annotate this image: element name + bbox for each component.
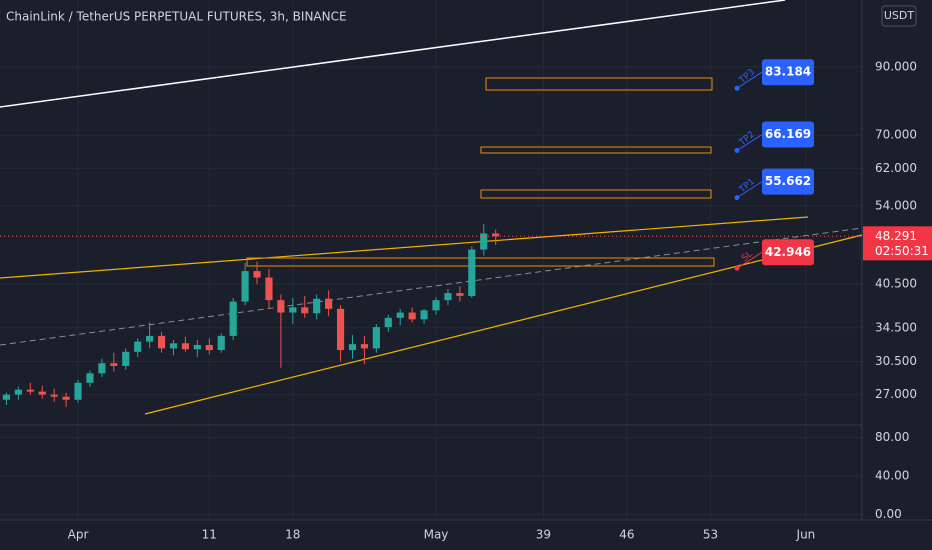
- candle-body: [110, 363, 118, 366]
- candle-body: [420, 310, 428, 320]
- candle-body: [157, 335, 166, 349]
- candle-body: [384, 317, 392, 328]
- candle-body: [253, 271, 261, 278]
- candle-body: [313, 298, 321, 314]
- candle-body: [444, 293, 452, 301]
- candle-body: [146, 335, 154, 342]
- candle-body: [134, 341, 142, 352]
- candle-body: [38, 391, 46, 395]
- y-tick-label: 40.500: [875, 277, 917, 291]
- candle-body: [26, 389, 34, 392]
- candle-body: [265, 277, 273, 301]
- candle-body: [277, 300, 285, 313]
- candle-body: [432, 300, 440, 311]
- target-connector: [736, 181, 763, 199]
- x-tick-label: 11: [202, 528, 217, 542]
- candle-body: [492, 233, 500, 237]
- candle-body: [348, 344, 357, 351]
- candle-body: [360, 344, 368, 349]
- candle-body: [229, 301, 237, 336]
- candle-body: [468, 249, 476, 296]
- target-box: [762, 239, 814, 266]
- y-tick-label: 80.00: [875, 430, 909, 444]
- candle-body: [408, 312, 416, 320]
- y-tick-label: 30.500: [875, 354, 917, 368]
- target-zone: [485, 77, 713, 91]
- current-price-label: 48.291: [875, 229, 917, 243]
- candle-body: [98, 363, 106, 374]
- y-tick-label: 27.000: [875, 387, 917, 401]
- candle-body: [372, 327, 380, 349]
- target-value: 66.169: [765, 127, 811, 141]
- currency: USDT: [884, 9, 915, 22]
- upper-channel-line: [0, 216, 809, 279]
- candle-body: [241, 271, 249, 302]
- candle-body: [50, 394, 58, 397]
- candle-body: [205, 344, 213, 351]
- target-value: 42.946: [765, 245, 811, 259]
- x-tick-label: Apr: [68, 528, 89, 542]
- candle-body: [396, 312, 404, 318]
- candle-body: [336, 308, 345, 351]
- candle-body: [2, 394, 11, 400]
- x-tick-label: 53: [703, 528, 718, 542]
- candles: [2, 224, 500, 408]
- x-tick-label: 18: [285, 528, 300, 542]
- target-zone: [480, 146, 712, 154]
- target-box: [762, 168, 814, 195]
- target-connector: [736, 71, 763, 89]
- y-tick-label: 34.500: [875, 320, 917, 334]
- candle-body: [14, 389, 22, 395]
- candle-body: [169, 343, 178, 349]
- countdown: 02:50:31: [875, 244, 929, 258]
- x-tick-label: May: [424, 528, 449, 542]
- candle-body: [480, 233, 488, 250]
- candle-body: [193, 344, 201, 350]
- x-tick-label: 46: [619, 528, 634, 542]
- currency-box: [881, 5, 917, 27]
- candle-body: [456, 293, 464, 296]
- candle-body: [217, 335, 225, 351]
- candle-body: [74, 382, 82, 400]
- target-connector: [736, 251, 763, 269]
- trend-line: [0, 0, 786, 108]
- y-tick-label: 54.000: [875, 198, 917, 212]
- candle-body: [301, 307, 309, 314]
- y-tick-label: 0.00: [875, 507, 902, 521]
- candle-body: [122, 351, 130, 366]
- dashed-trend-line: [0, 227, 863, 346]
- target-value: 55.662: [765, 174, 811, 188]
- grid: [0, 0, 862, 520]
- target-zone: [480, 189, 712, 199]
- candle-body: [181, 343, 190, 350]
- chart-title: ChainLink / TetherUS PERPETUAL FUTURES, …: [6, 10, 347, 24]
- candle-body: [325, 298, 333, 309]
- candle-body: [62, 396, 70, 400]
- target-box: [762, 59, 814, 86]
- y-tick-label: 90.000: [875, 59, 917, 73]
- y-tick-label: 70.000: [875, 128, 917, 142]
- current-price-box: [863, 226, 932, 261]
- target-box: [762, 121, 814, 148]
- candle-body: [289, 307, 297, 313]
- support-zone: [246, 257, 715, 267]
- x-tick-label: Jun: [796, 528, 816, 542]
- y-tick-label: 62.000: [875, 161, 917, 175]
- x-tick-label: 39: [536, 528, 551, 542]
- candle-body: [86, 373, 94, 383]
- target-value: 83.184: [765, 65, 811, 79]
- target-connector: [736, 134, 763, 151]
- y-tick-label: 40.00: [875, 468, 909, 482]
